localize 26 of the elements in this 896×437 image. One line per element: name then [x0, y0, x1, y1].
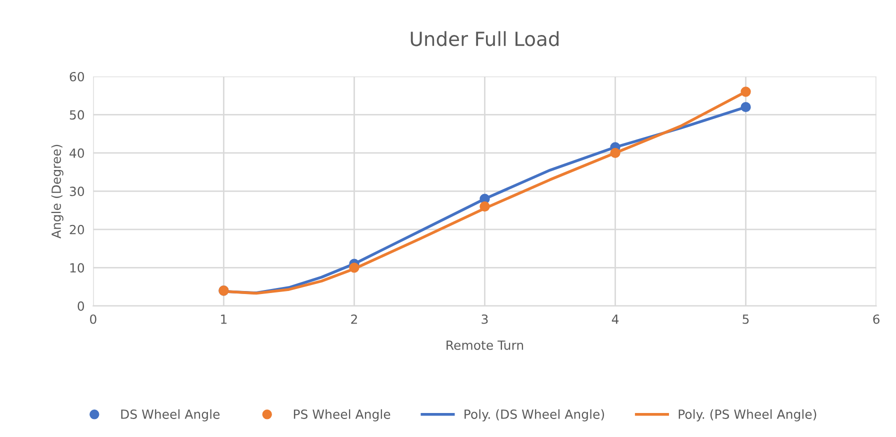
x-tick-label: 4 — [612, 314, 619, 324]
x-tick-label: 5 — [742, 314, 749, 324]
x-tick-label: 6 — [873, 314, 880, 324]
x-tick-label: 0 — [90, 314, 96, 324]
point — [610, 148, 620, 158]
y-tick-label: 50 — [70, 110, 84, 120]
chart-title: Under Full Load — [410, 31, 559, 46]
point — [480, 201, 490, 212]
y-tick-label: 40 — [70, 148, 84, 158]
legend-label: DS Wheel Angle — [121, 409, 220, 422]
x-axis-title: Remote Turn — [446, 340, 524, 350]
legend-label: PS Wheel Angle — [294, 409, 390, 422]
point — [740, 86, 751, 97]
y-tick-label: 30 — [70, 186, 84, 196]
legend-label: Poly. (DS Wheel Angle) — [464, 409, 604, 422]
y-tick-label: 60 — [70, 72, 84, 82]
point — [740, 102, 751, 112]
y-axis-title: Angle (Degree) — [51, 144, 64, 238]
y-tick-label: 0 — [78, 301, 84, 311]
x-tick-label: 2 — [351, 314, 357, 324]
x-tick-label: 3 — [482, 314, 488, 324]
y-tick-label: 10 — [70, 263, 84, 273]
x-tick-label: 1 — [221, 314, 227, 324]
y-tick-label: 20 — [70, 224, 84, 234]
legend-label: Poly. (PS Wheel Angle) — [678, 409, 816, 422]
point — [349, 262, 360, 273]
